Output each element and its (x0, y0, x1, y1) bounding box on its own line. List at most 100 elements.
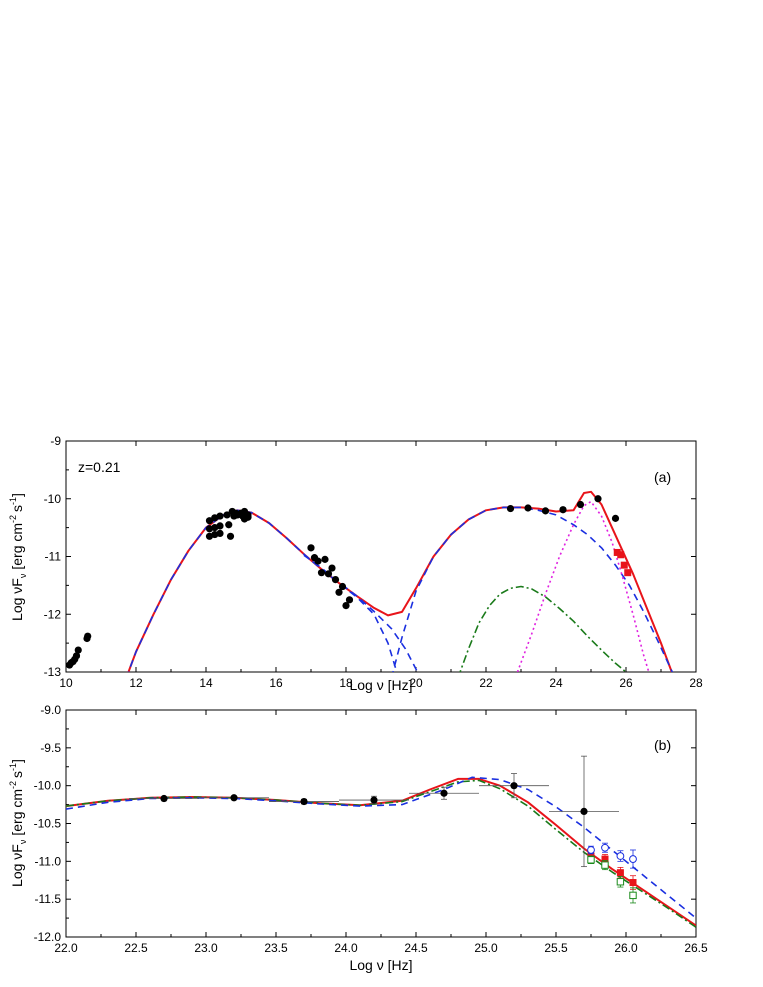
y-title-main: Log νF (9, 844, 25, 887)
x-tick-label: 12 (129, 676, 143, 690)
data-point-black-filled-circle (611, 514, 620, 522)
y-title-unit-prefix: [erg cm (9, 789, 25, 836)
x-tick-label: 24.5 (404, 941, 428, 955)
x-tick-label: 18 (339, 676, 353, 690)
data-point-black-filled-circle (324, 570, 333, 578)
data-point-green-open-square (616, 878, 625, 886)
data-point-black-filled-circle (370, 796, 378, 804)
panel-b-y-ticks: -12.0 -11.5 -11.0 -10.5 -10.0 -9.5 -9.0 (34, 703, 696, 944)
data-point-black-filled-circle (74, 646, 82, 654)
panel-a-model-curves (127, 490, 674, 672)
y-title-unit-suffix: ] (9, 493, 25, 497)
x-tick-label: 26.0 (614, 941, 638, 955)
x-tick-label: 10 (59, 676, 73, 690)
y-title-unit-suffix: ] (9, 759, 25, 763)
data-point-black-filled-circle (328, 564, 336, 572)
data-point-black-filled-circle (223, 511, 231, 519)
y-title-exp2: -1 (8, 497, 18, 505)
y-tick-label: -10.5 (34, 817, 62, 831)
data-point-red-filled-square (629, 879, 637, 887)
panel-b-frame (65, 709, 697, 938)
data-point-blue-open-circle (616, 852, 625, 860)
data-point-black-filled-circle (506, 504, 515, 513)
panel-a-data-points (66, 495, 632, 669)
panel-a: 10 12 14 16 18 20 22 24 26 28 -13 -12 -11 -10 -9 z=0.… (8, 434, 703, 693)
data-point-black-filled-circle (314, 557, 322, 565)
x-tick-label: 20 (409, 676, 423, 690)
y-title-unit-mid: s (9, 505, 25, 512)
redshift-annotation: z=0.21 (78, 459, 121, 475)
y-title-exp1: -2 (8, 515, 18, 523)
model-curve-green-dash-dot (459, 585, 627, 672)
y-tick-label: -11 (45, 550, 62, 564)
data-point-black-filled-circle (216, 529, 224, 538)
data-point-black-filled-circle (342, 601, 350, 610)
x-tick-label: 22.0 (54, 941, 78, 955)
panel-b-x-axis-title: Log ν [Hz] (349, 957, 412, 973)
data-point-black-filled-circle (230, 794, 238, 802)
data-point-black-filled-circle (559, 506, 567, 514)
data-point-black-filled-circle (335, 588, 343, 596)
x-tick-label: 26 (619, 676, 633, 690)
data-point-black-filled-circle (510, 782, 518, 790)
model-curve-red-solid (127, 490, 673, 672)
panel-a-x-ticks: 10 12 14 16 18 20 22 24 26 28 (59, 441, 703, 690)
data-point-black-filled-circle (440, 789, 448, 797)
data-point-green-open-square (629, 891, 637, 900)
y-title-main: Log νF (9, 578, 25, 621)
data-point-black-filled-circle (580, 807, 588, 815)
y-title-subscript: ν (18, 839, 28, 844)
data-point-green-open-square (601, 861, 609, 869)
y-title-subscript: ν (18, 573, 28, 578)
x-tick-label: 25.0 (474, 941, 498, 955)
data-point-black-filled-circle (524, 504, 532, 512)
data-point-black-filled-circle (226, 532, 235, 540)
y-tick-label: -12 (44, 607, 62, 621)
data-point-black-filled-circle (307, 544, 315, 552)
x-tick-label: 14 (199, 676, 213, 690)
data-point-red-filled-square (624, 569, 632, 577)
data-point-black-filled-circle (72, 652, 81, 660)
model-curve-red-solid (66, 777, 696, 927)
x-tick-label: 28 (689, 676, 703, 690)
data-point-black-filled-circle (84, 632, 92, 640)
data-point-black-filled-circle (317, 569, 326, 577)
y-tick-label: -10 (44, 492, 62, 506)
panel-a-y-axis-title: Log νFν [erg cm-2 s-1] (8, 493, 28, 621)
y-tick-label: -12.0 (34, 930, 62, 944)
panel-a-x-axis-title: Log ν [Hz] (349, 677, 412, 693)
panel-b: 22.0 22.5 23.0 23.5 24.0 24.5 25.0 25.5 26.0 26.5… (8, 703, 708, 973)
data-point-black-filled-circle (331, 576, 340, 584)
data-point-black-filled-circle (594, 495, 602, 503)
y-title-exp2: -1 (8, 763, 18, 771)
y-title-exp1: -2 (8, 781, 18, 789)
y-tick-label: -13 (44, 665, 62, 679)
data-point-black-filled-circle (300, 797, 308, 806)
y-tick-label: -11.0 (35, 854, 62, 868)
model-curve-magenta-dotted (516, 500, 650, 672)
x-tick-label: 22 (479, 676, 493, 690)
data-point-black-filled-circle (321, 555, 329, 563)
y-tick-label: -9.5 (40, 741, 61, 755)
x-tick-label: 26.5 (684, 941, 708, 955)
y-tick-label: -10.0 (34, 779, 62, 793)
panel-a-y-ticks: -13 -12 -11 -10 -9 (44, 434, 696, 679)
x-tick-label: 25.5 (544, 941, 568, 955)
y-title-unit-prefix: [erg cm (9, 523, 25, 570)
data-point-black-filled-circle (338, 582, 347, 591)
data-point-red-filled-square (601, 855, 609, 863)
data-point-black-filled-circle (216, 512, 224, 520)
data-point-black-filled-circle (345, 596, 354, 604)
data-point-black-filled-circle (216, 522, 224, 530)
panel-a-label: (a) (654, 469, 671, 485)
data-point-blue-open-circle (587, 846, 595, 854)
y-tick-label: -9 (50, 434, 61, 448)
data-point-black-filled-circle (205, 517, 214, 525)
x-tick-label: 23.5 (264, 941, 288, 955)
x-tick-label: 23.0 (194, 941, 218, 955)
y-tick-label: -11.5 (35, 892, 62, 906)
data-point-green-open-square (587, 856, 595, 864)
data-point-black-filled-circle (541, 507, 550, 515)
data-point-red-filled-square (617, 551, 625, 559)
